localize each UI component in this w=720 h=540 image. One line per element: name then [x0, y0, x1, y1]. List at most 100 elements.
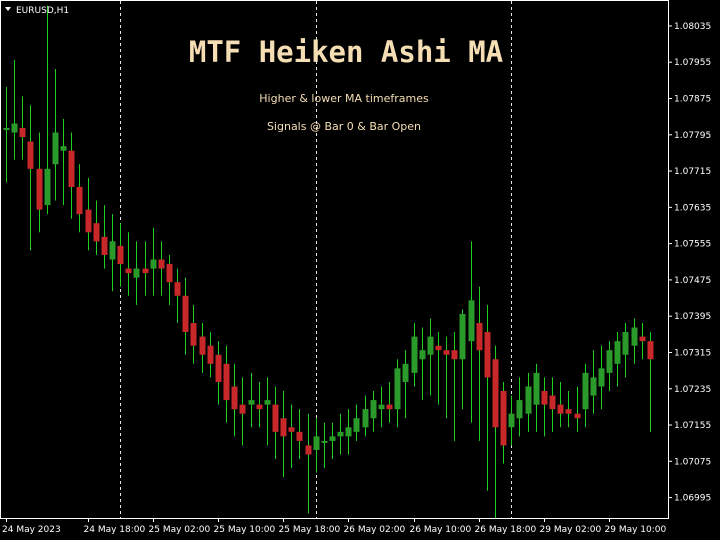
time-axis: 24 May 2023 24 May 18:00 25 May 02:00 25 Ma… [2, 518, 666, 535]
candle-bear [117, 245, 124, 265]
time-tick-label: 29 May 02:00 [540, 525, 602, 535]
time-tick-label: 25 May 02:00 [149, 525, 211, 535]
candle-bear [549, 395, 556, 410]
candle-bull [11, 123, 18, 133]
chart-frame [0, 0, 669, 519]
candle-bull [419, 350, 426, 360]
candle-bear [125, 268, 132, 274]
candle-bear [174, 282, 181, 296]
candle-bear [476, 322, 483, 351]
candle-bull [614, 341, 621, 364]
candle-bull [606, 350, 613, 373]
time-tick-label: 26 May 18:00 [475, 525, 537, 535]
symbol-label[interactable]: EURUSD,H1 [16, 6, 69, 16]
candle-bull [3, 127, 10, 130]
subtitle-line-2: Signals @ Bar 0 & Bar Open [267, 120, 421, 133]
price-tick-label: 1.07315 [674, 348, 711, 358]
candle-bull [468, 300, 475, 342]
price-tick-label: 1.07875 [674, 95, 711, 105]
candle-bear [541, 391, 548, 405]
candle-bear [574, 413, 581, 419]
price-tick-label: 1.07635 [674, 203, 711, 213]
candle-bear [101, 236, 108, 255]
candle-bear [27, 141, 34, 169]
candle-bull [582, 372, 589, 410]
price-tick-label: 1.07075 [674, 457, 711, 467]
candle-bear [85, 209, 92, 233]
time-tick-label: 25 May 18:00 [279, 525, 341, 535]
candle-bear [565, 409, 572, 414]
candle-bear [492, 359, 499, 428]
candle-bear [288, 427, 295, 432]
candle-bull [394, 368, 401, 410]
price-tick-label: 1.07235 [674, 385, 711, 395]
candle-bear [199, 336, 206, 355]
candle-bull [133, 268, 140, 278]
price-tick-label: 1.07555 [674, 240, 711, 250]
candle-bear [280, 418, 287, 437]
candle-bear [500, 391, 507, 446]
candle-bear [207, 345, 214, 364]
candle-bull [525, 386, 532, 414]
candle-bull [345, 427, 352, 437]
candle-bull [631, 327, 638, 346]
candle-bull [459, 313, 466, 360]
candle-bull [370, 400, 377, 419]
time-tick-label: 25 May 10:00 [214, 525, 276, 535]
candle-bull [516, 400, 523, 419]
candle-bull [622, 332, 629, 355]
candle-bear [158, 259, 165, 269]
candle-bear [435, 345, 442, 351]
candle-bear [19, 127, 26, 138]
candle-bear [443, 350, 450, 355]
candle-bear [215, 354, 222, 382]
candle-bear [239, 404, 246, 414]
candle-bull [508, 413, 515, 428]
candle-bear [272, 404, 279, 432]
price-tick-label: 1.07395 [674, 312, 711, 322]
candle-bull [427, 336, 434, 355]
candle-bull [248, 400, 255, 405]
candle-bear [190, 322, 197, 346]
candle-bear [142, 268, 149, 274]
candle-bear [231, 386, 238, 410]
candle-bear [93, 223, 100, 242]
candle-bull [362, 409, 369, 428]
time-tick-label: 26 May 02:00 [344, 525, 406, 535]
candle-bull [52, 132, 59, 165]
candle-bull [109, 241, 116, 260]
candle-bull [44, 168, 51, 206]
candle-bull [411, 336, 418, 373]
price-tick-label: 1.08035 [674, 22, 711, 32]
candle-bull [533, 372, 540, 405]
candle-bull [402, 363, 409, 382]
candle-bear [36, 168, 43, 210]
candle-bear [305, 445, 312, 455]
candle-bull [321, 440, 328, 443]
candle-bull [313, 436, 320, 450]
candle-bull [590, 377, 597, 396]
candle-bull [353, 418, 360, 432]
price-tick-label: 1.07955 [674, 58, 711, 68]
candle-bull [337, 431, 344, 437]
price-axis: 1.08035 1.07955 1.07875 1.07795 1.07715 1.076… [668, 22, 711, 504]
price-tick-label: 1.06995 [674, 494, 711, 504]
subtitle-line-1: Higher & lower MA timeframes [259, 92, 429, 105]
candle-bull [150, 259, 157, 269]
candle-bull [264, 400, 271, 405]
symbol-dropdown-icon[interactable] [5, 7, 11, 11]
indicator-title: MTF Heiken Ashi MA [189, 35, 503, 69]
candle-bear [647, 341, 654, 360]
candle-bull [60, 146, 67, 151]
candle-bull [329, 436, 336, 441]
candle-bear [386, 404, 393, 410]
price-tick-label: 1.07155 [674, 421, 711, 431]
candle-bear [68, 150, 75, 187]
candle-bear [76, 186, 83, 215]
candle-bear [182, 295, 189, 333]
candle-bear [557, 404, 564, 414]
time-tick-label: 24 May 2023 [2, 525, 61, 535]
price-tick-label: 1.07795 [674, 131, 711, 141]
candle-bear [296, 431, 303, 441]
